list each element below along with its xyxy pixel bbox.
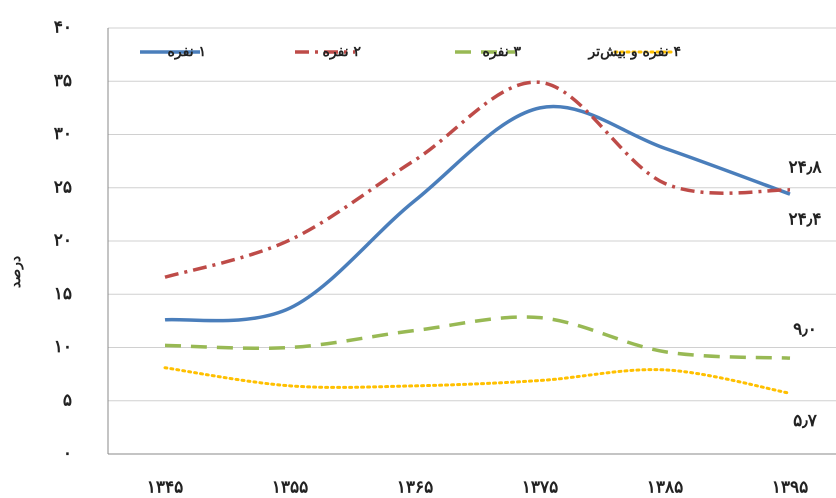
y-tick-label: ۵ — [63, 390, 72, 410]
y-tick-label: ۲۰ — [54, 231, 72, 251]
y-tick-label: ۱۵ — [54, 284, 72, 304]
data-label: ۲۴٫۸ — [789, 157, 823, 177]
x-tick-label: ۱۳۷۵ — [522, 478, 559, 498]
y-tick-label: ۰ — [63, 444, 72, 464]
legend-label: ۲ نفره — [323, 44, 362, 60]
series-line — [164, 315, 791, 360]
y-tick-label: ۲۵ — [54, 177, 72, 197]
legend-label: ۳ نفره — [483, 44, 522, 60]
data-label: ۹٫۰ — [793, 320, 817, 340]
legend-label: ۱ نفره — [168, 44, 206, 60]
data-label: ۵٫۷ — [793, 411, 818, 431]
x-tick-label: ۱۳۶۵ — [397, 478, 434, 498]
series-line — [164, 104, 791, 323]
y-tick-label: ۳۵ — [54, 71, 72, 91]
x-tick-label: ۱۳۸۵ — [647, 478, 684, 498]
y-tick-label: ۱۰ — [54, 337, 72, 357]
x-tick-label: ۱۳۴۵ — [147, 478, 184, 498]
legend-label: ۴ نفره و بیش‌تر — [587, 44, 681, 60]
series-line — [163, 366, 792, 395]
y-axis-label: درصد — [8, 256, 24, 288]
data-label: ۲۴٫۴ — [789, 210, 822, 230]
y-tick-label: ۳۰ — [54, 124, 72, 144]
series-line — [164, 80, 791, 279]
x-tick-label: ۱۳۹۵ — [772, 478, 809, 498]
x-tick-label: ۱۳۵۵ — [272, 478, 309, 498]
y-tick-label: ۴۰ — [54, 18, 72, 38]
